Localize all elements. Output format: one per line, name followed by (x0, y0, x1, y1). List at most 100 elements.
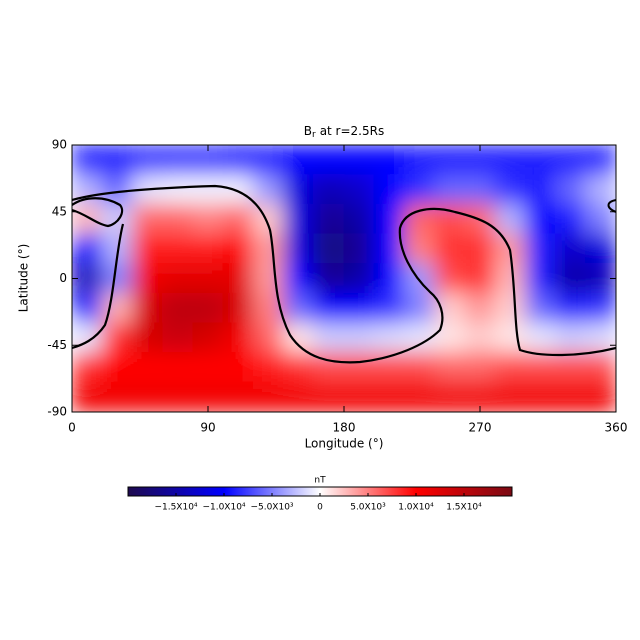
y-axis-label: Latitude (°) (17, 244, 31, 313)
heat-cell (162, 322, 194, 354)
x-tick-label: 360 (605, 421, 628, 435)
heat-cell (222, 322, 254, 354)
heat-cell (585, 352, 616, 383)
heat-cell (403, 233, 436, 265)
colorbar-tick-label: −1.0X10⁴ (202, 503, 245, 513)
heat-cell (524, 263, 557, 294)
heat-cell (464, 233, 496, 265)
heat-cell (283, 352, 315, 383)
heat-cell (162, 174, 194, 205)
heat-cell (162, 203, 194, 235)
heat-cell (131, 292, 164, 324)
x-tick-label: 90 (200, 421, 215, 435)
heat-cell (343, 233, 375, 265)
heat-cell (555, 233, 587, 265)
heat-cell (101, 381, 133, 412)
heat-cell (283, 174, 315, 205)
heat-cell (222, 381, 254, 412)
heat-cell (434, 292, 466, 324)
heat-cell (373, 322, 405, 354)
heat-cell (131, 233, 164, 265)
colorbar-tick-label: −5.0X10³ (250, 503, 293, 513)
heat-cell (313, 263, 345, 294)
heat-cell (434, 381, 466, 412)
heat-cell (555, 145, 587, 176)
heat-cell (131, 352, 164, 383)
heat-cell (585, 203, 616, 235)
heat-cell (313, 203, 345, 235)
heat-cell (524, 233, 557, 265)
heat-cell (524, 381, 557, 412)
contour (72, 223, 125, 350)
heat-cell (222, 174, 254, 205)
heat-cell (585, 233, 616, 265)
heat-cell (192, 292, 224, 324)
heat-cell (101, 263, 133, 294)
heat-cell (162, 233, 194, 265)
heat-cell (252, 174, 285, 205)
heat-cell (494, 322, 526, 354)
heat-cell (403, 174, 436, 205)
heat-cell (283, 233, 315, 265)
heat-cell (403, 263, 436, 294)
heat-cell (252, 233, 285, 265)
heat-cell (313, 233, 345, 265)
heat-cell (464, 174, 496, 205)
heat-cell (192, 174, 224, 205)
heat-cell (524, 145, 557, 176)
heat-cell (343, 352, 375, 383)
heat-cell (252, 322, 285, 354)
heat-cell (313, 174, 345, 205)
x-tick-label: 270 (469, 421, 492, 435)
neutral-line (72, 184, 616, 364)
colorbar-tick-label: 0 (317, 503, 323, 513)
heat-cell (373, 145, 405, 176)
heat-cell (494, 203, 526, 235)
x-tick-label: 0 (68, 421, 76, 435)
heat-cell (434, 174, 466, 205)
heat-cell (555, 352, 587, 383)
heat-cell (192, 263, 224, 294)
heat-cell (72, 322, 103, 354)
heat-cell (403, 145, 436, 176)
heat-cell (555, 203, 587, 235)
heat-cell (403, 381, 436, 412)
heat-cell (162, 352, 194, 383)
heat-cell (313, 292, 345, 324)
heat-cell (524, 292, 557, 324)
heat-cell (131, 381, 164, 412)
heat-cell (585, 381, 616, 412)
heat-cell (464, 292, 496, 324)
heat-cell (524, 322, 557, 354)
heat-cell (555, 292, 587, 324)
heat-cell (343, 381, 375, 412)
heat-cell (585, 174, 616, 205)
contour (72, 197, 124, 228)
field (72, 145, 616, 412)
heat-cell (585, 145, 616, 176)
heat-cell (494, 352, 526, 383)
heat-cell (222, 352, 254, 383)
heat-cell (464, 263, 496, 294)
colorbar-label: nT (314, 476, 326, 486)
heat-cell (434, 145, 466, 176)
heat-cell (283, 203, 315, 235)
title-subscript: r (312, 130, 316, 140)
heat-cell (524, 174, 557, 205)
heat-cell (72, 381, 103, 412)
heat-cell (464, 322, 496, 354)
heat-cell (585, 322, 616, 354)
heat-cell (343, 263, 375, 294)
x-tick-label: 180 (333, 421, 356, 435)
heat-cell (72, 174, 103, 205)
heat-cell (131, 263, 164, 294)
heat-cell (343, 145, 375, 176)
heat-cell (494, 292, 526, 324)
contour (607, 199, 616, 213)
heat-cell (252, 203, 285, 235)
heat-cell (192, 322, 224, 354)
heat-cell (222, 263, 254, 294)
heat-cell (464, 352, 496, 383)
heat-cell (434, 322, 466, 354)
